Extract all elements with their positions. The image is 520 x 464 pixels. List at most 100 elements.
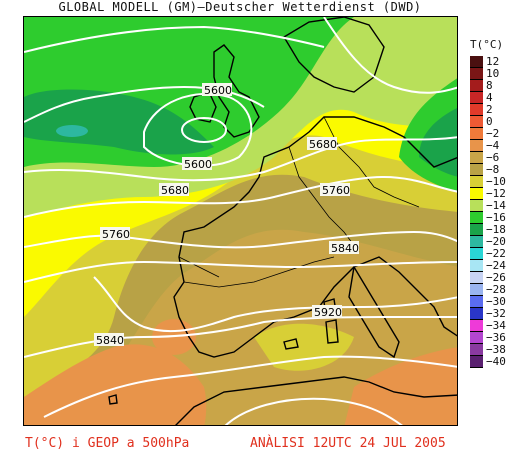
temp-band-minus20 (56, 125, 88, 137)
temp-band-minus10-south (254, 323, 354, 371)
contour-label-bg (202, 83, 232, 96)
legend-swatch (470, 284, 483, 296)
temp-band-minus18 (24, 89, 214, 155)
legend-label: −36 (486, 331, 506, 344)
coast-italy (348, 265, 400, 359)
temp-band-minus18-east (419, 108, 457, 177)
legend-swatch (470, 128, 483, 140)
legend-labels: 12 10 8 4 2 0 −2 −4 −6 −8 −10 −12 −14 −16 −18 −20 −22 −24… (486, 56, 506, 368)
contour-label: 5840 (331, 242, 359, 255)
legend-swatch (470, 92, 483, 104)
legend-label: −18 (486, 223, 506, 236)
legend-label: −32 (486, 307, 506, 320)
legend-swatch (470, 104, 483, 116)
contour-5600 (143, 92, 253, 167)
contour-label: 5920 (314, 306, 342, 319)
legend-label: −24 (486, 259, 506, 272)
border-4 (178, 256, 220, 278)
contour-label-bg (329, 241, 359, 254)
weather-map: 5600 5600 5680 5680 5760 5760 5840 5840 … (23, 16, 458, 426)
legend-label: −16 (486, 211, 506, 224)
coast-africa (175, 376, 457, 425)
legend-label: −14 (486, 199, 506, 212)
legend-label: 10 (486, 67, 500, 80)
contour-north (24, 25, 325, 53)
legend-swatch (470, 164, 483, 176)
contour-label: 5600 (204, 84, 232, 97)
contour-label: 5760 (322, 184, 350, 197)
contour-5920-b (43, 355, 457, 418)
legend-label: −22 (486, 247, 506, 260)
legend-swatch (470, 272, 483, 284)
legend-label: 8 (486, 79, 493, 92)
contour-label-group: 5600 5600 5680 5680 5760 5760 5840 5840 … (94, 83, 359, 347)
contour-label-bg (159, 183, 189, 196)
legend-label: −38 (486, 343, 506, 356)
contour-label-bg (100, 227, 130, 240)
legend-label: 0 (486, 115, 493, 128)
contour-northeast (323, 17, 457, 94)
legend-swatch (470, 236, 483, 248)
legend-label: 4 (486, 91, 493, 104)
contour-south (224, 397, 403, 425)
legend-swatch (470, 200, 483, 212)
legend-label: −8 (486, 163, 500, 176)
coast-britain (213, 44, 260, 138)
legend-label: −2 (486, 127, 500, 140)
legend-swatch (470, 260, 483, 272)
legend-swatch (470, 308, 483, 320)
legend-label: −30 (486, 295, 506, 308)
contour-label-bg (182, 157, 212, 170)
border-3 (183, 256, 335, 288)
legend-color-bar (470, 56, 484, 368)
legend-swatch (470, 56, 483, 68)
legend-label: 12 (486, 55, 500, 68)
coast-continent (173, 116, 457, 358)
map-canvas: 5600 5600 5680 5680 5760 5760 5840 5840 … (24, 17, 457, 425)
legend-swatch (470, 152, 483, 164)
legend-swatch (470, 344, 483, 356)
coast-balearics (283, 338, 299, 350)
contour-label: 5760 (102, 228, 130, 241)
legend-label: −6 (486, 151, 500, 164)
contour-label: 5680 (161, 184, 189, 197)
legend-swatch (470, 188, 483, 200)
contour-label: 5840 (96, 334, 124, 347)
contour-label: 5680 (309, 138, 337, 151)
contour-5760-b (24, 230, 457, 249)
footer-analysis-time: ANÀLISI 12UTC 24 JUL 2005 (250, 436, 446, 451)
contour-low-inner (181, 117, 227, 143)
map-title: GLOBAL MODELL (GM)–Deutscher Wetterdiens… (58, 0, 422, 14)
legend-swatch (470, 320, 483, 332)
legend-label: −10 (486, 175, 506, 188)
contour-5760 (24, 175, 457, 218)
contour-5840-b (93, 276, 457, 333)
legend-swatch (470, 80, 483, 92)
legend-swatch (470, 176, 483, 188)
border-1 (288, 146, 360, 253)
contour-5840 (24, 260, 457, 283)
legend-label: 2 (486, 103, 493, 116)
footer-variable: T(°C) i GEOP a 500hPa (25, 436, 190, 451)
legend-swatch (470, 224, 483, 236)
legend-swatch (470, 140, 483, 152)
legend-label: −26 (486, 271, 506, 284)
legend-label: −4 (486, 139, 500, 152)
legend-swatch (470, 248, 483, 260)
legend-label: −28 (486, 283, 506, 296)
geopotential-contours (24, 17, 457, 425)
contour-label: 5600 (184, 158, 212, 171)
legend-label: −20 (486, 235, 506, 248)
legend-swatch (470, 332, 483, 344)
legend-label: −34 (486, 319, 506, 332)
legend-swatch (470, 116, 483, 128)
legend-swatch (470, 356, 483, 368)
legend-label: −40 (486, 355, 506, 368)
legend-swatch (470, 296, 483, 308)
legend-label: −12 (486, 187, 506, 200)
contour-label-bg (312, 305, 342, 318)
contour-label-bg (307, 137, 337, 150)
coast-sardinia (325, 319, 339, 344)
temp-band-minus4-east (344, 347, 457, 425)
coast-canaries (108, 394, 118, 405)
